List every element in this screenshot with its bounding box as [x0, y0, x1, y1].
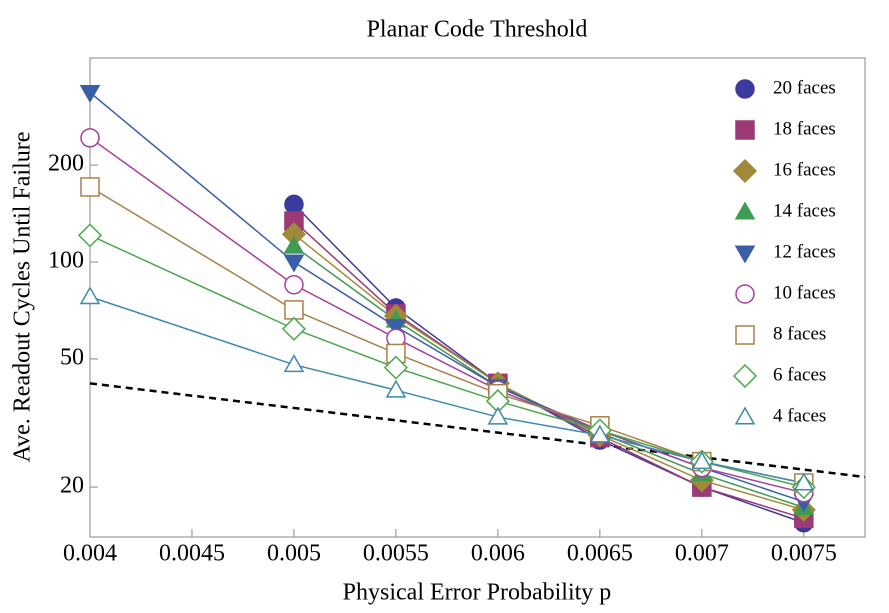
- legend-marker: [735, 120, 755, 140]
- series-line: [293, 203, 805, 524]
- x-tick-label: 0.0045: [159, 541, 225, 567]
- data-point: [383, 355, 408, 380]
- x-tick-label: 0.006: [471, 541, 525, 567]
- data-point: [589, 424, 611, 443]
- y-tick-label: 100: [48, 248, 84, 274]
- legend-label: 14 faces: [773, 200, 836, 221]
- data-point: [284, 194, 304, 215]
- x-tick-label: 0.005: [267, 541, 321, 567]
- data-point: [385, 379, 407, 398]
- legend-label: 16 faces: [773, 159, 836, 180]
- data-point: [281, 316, 307, 341]
- data-point: [79, 286, 101, 305]
- y-axis-label: Ave. Readout Cycles Until Failure: [10, 132, 36, 463]
- series-line: [89, 91, 805, 503]
- legend-label: 12 faces: [773, 241, 836, 262]
- data-point: [283, 235, 305, 254]
- y-tick-label: 50: [60, 344, 84, 370]
- legend-marker: [734, 245, 756, 264]
- data-point: [80, 128, 100, 148]
- x-axis-label: Physical Error Probability p: [343, 580, 612, 606]
- data-point: [284, 274, 304, 295]
- y-tick-label: 200: [48, 151, 84, 177]
- series-line: [89, 137, 804, 494]
- x-tick-label: 0.0065: [567, 541, 633, 567]
- data-point: [385, 319, 407, 338]
- legend-marker: [734, 406, 756, 425]
- legend-label: 20 faces: [773, 77, 836, 98]
- data-point: [284, 300, 304, 320]
- legend-marker: [734, 201, 756, 220]
- series-line: [89, 234, 804, 488]
- data-point: [487, 406, 509, 425]
- y-tick-label: 20: [60, 473, 84, 499]
- legend-marker: [735, 79, 755, 99]
- series-line: [89, 186, 804, 484]
- data-point: [283, 254, 305, 273]
- x-tick-label: 0.007: [675, 541, 729, 567]
- data-point: [283, 354, 305, 373]
- reference-line: [89, 382, 866, 479]
- legend-label: 8 faces: [773, 323, 826, 344]
- legend-label: 10 faces: [773, 282, 836, 303]
- legend-label: 18 faces: [773, 118, 836, 139]
- chart-title: Planar Code Threshold: [367, 17, 588, 43]
- legend-label: 6 faces: [773, 364, 826, 385]
- x-tick-label: 0.0075: [771, 541, 837, 567]
- legend-marker: [732, 363, 758, 389]
- x-tick-label: 0.0055: [363, 541, 429, 567]
- data-point: [691, 451, 713, 470]
- data-point: [793, 472, 815, 491]
- x-tick-label: 0.004: [63, 541, 117, 567]
- data-point: [77, 223, 103, 248]
- legend-marker: [735, 325, 755, 345]
- legend-marker: [732, 158, 758, 184]
- legend-label: 4 faces: [773, 405, 826, 426]
- legend-marker: [735, 284, 755, 304]
- data-point: [80, 177, 100, 197]
- data-point: [79, 85, 101, 104]
